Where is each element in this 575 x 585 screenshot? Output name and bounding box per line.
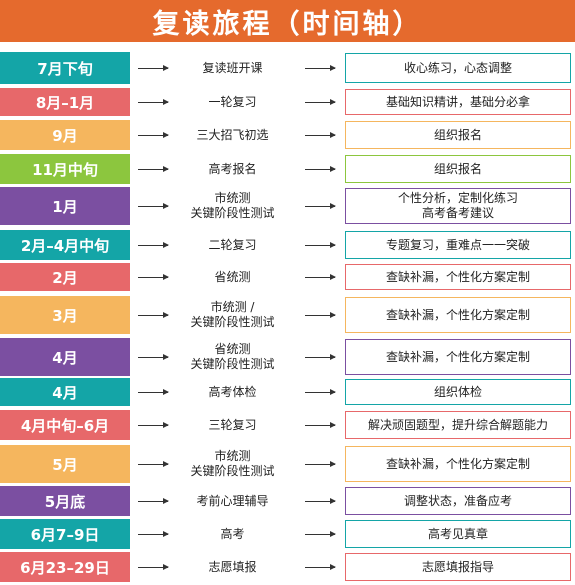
date-badge: 8月–1月	[0, 88, 130, 116]
page-title: 复读旅程（时间轴）	[0, 0, 575, 42]
detail-box: 解决顽固题型，提升综合解题能力	[345, 411, 571, 439]
timeline-row: 5月底 考前心理辅导 调整状态，准备应考	[0, 486, 575, 516]
arrow-icon	[138, 389, 169, 395]
arrow-icon	[305, 354, 336, 360]
arrow-icon	[138, 132, 169, 138]
event-label: 三大招飞初选	[196, 127, 269, 142]
timeline-row: 8月–1月 一轮复习 基础知识精讲，基础分必拿	[0, 88, 575, 116]
arrow-icon	[138, 461, 169, 467]
arrow-icon	[305, 564, 336, 570]
event-label: 考前心理辅导	[196, 493, 269, 508]
date-badge: 9月	[0, 120, 130, 150]
arrow-icon	[305, 99, 336, 105]
arrow-icon	[138, 99, 169, 105]
detail-box: 查缺补漏，个性化方案定制	[345, 339, 571, 375]
timeline-row: 6月23–29日 志愿填报 志愿填报指导	[0, 552, 575, 582]
date-badge: 5月底	[0, 486, 130, 516]
arrow-icon	[138, 274, 169, 280]
detail-box: 调整状态，准备应考	[345, 487, 571, 515]
arrow-icon	[305, 274, 336, 280]
arrow-icon	[138, 65, 169, 71]
date-badge: 2月	[0, 263, 130, 291]
timeline-row: 7月下旬 复读班开课 收心练习，心态调整	[0, 52, 575, 84]
arrow-icon	[305, 422, 336, 428]
arrow-icon	[305, 203, 336, 209]
arrow-icon	[138, 242, 169, 248]
event-label: 高考报名	[208, 161, 257, 176]
arrow-icon	[138, 203, 169, 209]
event-label: 一轮复习	[208, 94, 257, 109]
date-badge: 11月中旬	[0, 154, 130, 184]
date-badge: 5月	[0, 445, 130, 483]
event-label: 市统测 / 关键阶段性测试	[190, 300, 275, 329]
arrow-icon	[138, 498, 169, 504]
event-label: 省统测	[214, 269, 251, 284]
event-label: 高考	[220, 526, 245, 541]
timeline-row: 2月–4月中旬 二轮复习 专题复习，重难点一一突破	[0, 230, 575, 260]
timeline-row: 4月中旬–6月 三轮复习 解决顽固题型，提升综合解题能力	[0, 410, 575, 440]
timeline-row: 4月 省统测 关键阶段性测试 查缺补漏，个性化方案定制	[0, 338, 575, 376]
arrow-icon	[305, 531, 336, 537]
arrow-icon	[138, 312, 169, 318]
date-badge: 4月	[0, 378, 130, 406]
timeline-row: 3月 市统测 / 关键阶段性测试 查缺补漏，个性化方案定制	[0, 296, 575, 334]
detail-box: 组织报名	[345, 155, 571, 183]
arrow-icon	[138, 531, 169, 537]
date-badge: 4月中旬–6月	[0, 410, 130, 440]
timeline-row: 9月 三大招飞初选 组织报名	[0, 120, 575, 150]
timeline-row: 11月中旬 高考报名 组织报名	[0, 154, 575, 184]
arrow-icon	[305, 132, 336, 138]
event-label: 省统测 关键阶段性测试	[190, 342, 275, 371]
arrow-icon	[138, 422, 169, 428]
event-label: 高考体检	[208, 384, 257, 399]
date-badge: 1月	[0, 187, 130, 225]
timeline-row: 2月 省统测 查缺补漏，个性化方案定制	[0, 263, 575, 291]
detail-box: 个性分析，定制化练习 高考备考建议	[345, 188, 571, 224]
event-label: 三轮复习	[208, 417, 257, 432]
timeline-row: 4月 高考体检 组织体检	[0, 378, 575, 406]
detail-box: 收心练习，心态调整	[345, 53, 571, 83]
arrow-icon	[305, 389, 336, 395]
arrow-icon	[305, 242, 336, 248]
arrow-icon	[305, 461, 336, 467]
timeline-row: 6月7–9日 高考 高考见真章	[0, 519, 575, 549]
detail-box: 组织报名	[345, 121, 571, 149]
arrow-icon	[305, 498, 336, 504]
event-label: 市统测 关键阶段性测试	[190, 191, 275, 220]
arrow-icon	[138, 354, 169, 360]
detail-box: 基础知识精讲，基础分必拿	[345, 89, 571, 115]
detail-box: 查缺补漏，个性化方案定制	[345, 297, 571, 333]
event-label: 复读班开课	[202, 60, 263, 75]
event-label: 志愿填报	[208, 559, 257, 574]
arrow-icon	[138, 564, 169, 570]
date-badge: 6月23–29日	[0, 552, 130, 582]
event-label: 二轮复习	[208, 237, 257, 252]
arrow-icon	[138, 166, 169, 172]
timeline-row: 1月 市统测 关键阶段性测试 个性分析，定制化练习 高考备考建议	[0, 187, 575, 225]
detail-box: 高考见真章	[345, 520, 571, 548]
date-badge: 4月	[0, 338, 130, 376]
detail-box: 志愿填报指导	[345, 553, 571, 581]
arrow-icon	[305, 312, 336, 318]
detail-box: 查缺补漏，个性化方案定制	[345, 446, 571, 482]
arrow-icon	[305, 65, 336, 71]
detail-box: 组织体检	[345, 379, 571, 405]
date-badge: 7月下旬	[0, 52, 130, 84]
date-badge: 2月–4月中旬	[0, 230, 130, 260]
date-badge: 6月7–9日	[0, 519, 130, 549]
event-label: 市统测 关键阶段性测试	[190, 449, 275, 478]
date-badge: 3月	[0, 296, 130, 334]
detail-box: 专题复习，重难点一一突破	[345, 231, 571, 259]
detail-box: 查缺补漏，个性化方案定制	[345, 264, 571, 290]
timeline-row: 5月 市统测 关键阶段性测试 查缺补漏，个性化方案定制	[0, 445, 575, 483]
arrow-icon	[305, 166, 336, 172]
